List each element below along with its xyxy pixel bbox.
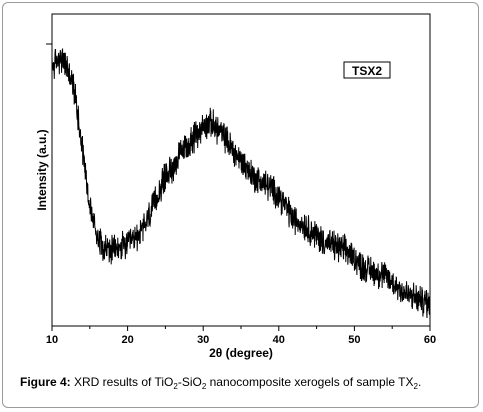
figure-frame	[2, 2, 479, 408]
x-tick-label: 10	[46, 334, 58, 346]
x-tick-label: 60	[424, 334, 436, 346]
figure-caption: Figure 4: XRD results of TiO2-SiO2 nanoc…	[20, 375, 470, 391]
x-tick-label: 50	[348, 334, 360, 346]
x-axis-title: 2θ (degree)	[209, 346, 273, 360]
x-tick-label: 20	[121, 334, 133, 346]
legend-label: TSX2	[352, 64, 382, 78]
caption-text-2: -SiO	[177, 375, 202, 389]
caption-sub-1: 2	[173, 382, 178, 391]
x-tick-label: 30	[197, 334, 209, 346]
legend-box	[343, 61, 391, 79]
caption-text-3: nanocomposite xerogels of sample TX	[206, 375, 414, 389]
x-axis-ticks: 10 20 30 40 50 60	[46, 326, 436, 346]
x-tick-label: 40	[273, 334, 285, 346]
caption-text-1: XRD results of TiO	[70, 375, 174, 389]
legend: TSX2	[343, 61, 391, 79]
caption-label: Figure 4:	[20, 375, 71, 389]
xrd-chart: 10 20 30 40 50 60 TSX2 2θ (degree) Intensity …	[35, 13, 436, 360]
series-line-tsx2	[51, 47, 431, 318]
caption-sub-3: 2	[413, 382, 418, 391]
caption-text-4: .	[417, 375, 422, 389]
y-axis-title: Intensity (a.u.)	[35, 129, 49, 210]
caption-sub-2: 2	[201, 382, 207, 391]
